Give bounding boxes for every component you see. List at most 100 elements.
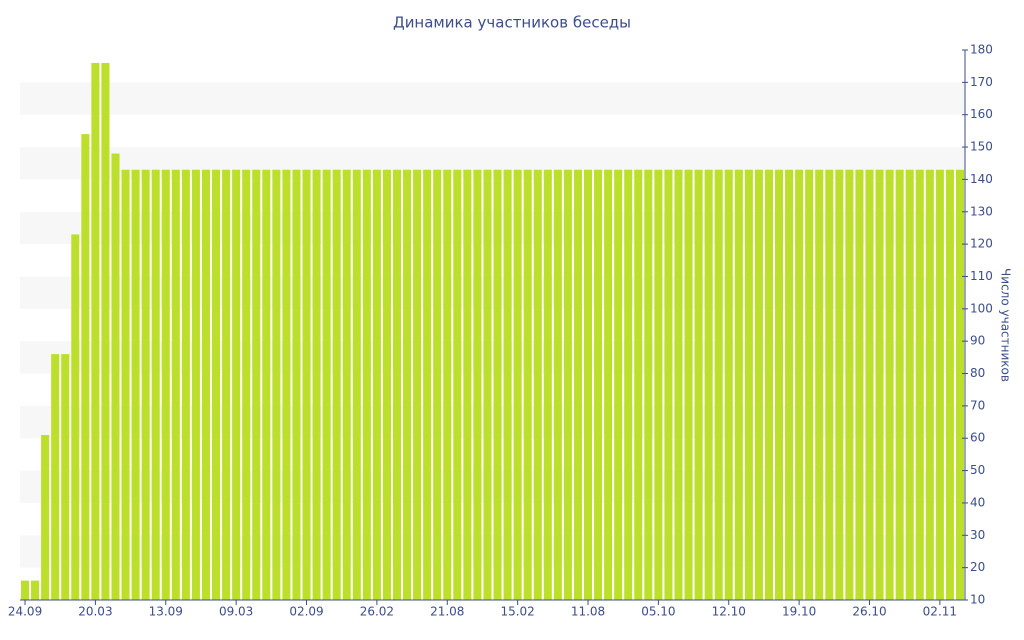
bar: [91, 62, 100, 601]
y-tick-label: 40: [970, 495, 985, 509]
bar: [171, 169, 180, 601]
bar: [121, 169, 130, 601]
bar: [352, 169, 361, 601]
bar: [493, 169, 502, 601]
bar: [443, 169, 452, 601]
bar: [845, 169, 854, 601]
bar: [252, 169, 261, 601]
x-tick-label: 13.09: [149, 605, 183, 619]
bar: [262, 169, 271, 601]
bar: [413, 169, 422, 601]
bar: [684, 169, 693, 601]
bar: [573, 169, 582, 601]
bar: [523, 169, 532, 601]
x-tick-label: 02.09: [289, 605, 323, 619]
bar: [181, 169, 190, 601]
y-tick-label: 50: [970, 463, 985, 477]
bar: [382, 169, 391, 601]
bar: [362, 169, 371, 601]
bar: [392, 169, 402, 601]
bar: [915, 169, 924, 601]
bar: [945, 169, 954, 601]
bar: [583, 169, 593, 601]
bar: [131, 169, 140, 601]
bar: [222, 169, 231, 601]
bar: [553, 169, 562, 601]
y-tick-label: 80: [970, 366, 985, 380]
x-tick-label: 12.10: [712, 605, 746, 619]
y-tick-label: 160: [970, 107, 993, 121]
y-tick-label: 120: [970, 237, 993, 251]
bar: [503, 169, 512, 601]
y-tick-label: 130: [970, 204, 993, 218]
bar: [604, 169, 613, 601]
bar: [191, 169, 200, 601]
x-tick-label: 26.02: [360, 605, 394, 619]
y-tick-label: 150: [970, 140, 993, 154]
bar: [594, 169, 603, 601]
y-tick-label: 180: [970, 43, 993, 57]
bar: [875, 169, 884, 601]
bar: [51, 354, 60, 600]
bar: [935, 169, 944, 601]
bar: [644, 169, 653, 601]
bar: [895, 169, 904, 601]
x-tick-label: 09.03: [219, 605, 253, 619]
bar: [282, 169, 291, 601]
bar: [634, 169, 643, 601]
y-tick-label: 100: [970, 301, 993, 315]
bar: [785, 169, 794, 601]
y-tick-label: 110: [970, 269, 993, 283]
bar: [865, 169, 874, 601]
y-tick-label: 90: [970, 334, 985, 348]
bar: [483, 169, 492, 601]
bar: [71, 234, 80, 601]
bar: [774, 169, 784, 601]
bar: [201, 169, 211, 601]
x-tick-label: 15.02: [500, 605, 534, 619]
y-tick-label: 60: [970, 431, 985, 445]
bar: [724, 169, 733, 601]
bar: [624, 169, 633, 601]
bar: [423, 169, 432, 601]
bar: [905, 169, 914, 601]
x-tick-label: 24.09: [8, 605, 42, 619]
bar: [242, 169, 251, 601]
chart-title: Динамика участников беседы: [393, 14, 631, 32]
bar: [61, 354, 70, 600]
bar: [815, 169, 824, 601]
bar: [41, 435, 50, 600]
bar: [744, 169, 753, 601]
x-tick-label: 21.08: [430, 605, 464, 619]
bar: [21, 580, 30, 600]
bar: [292, 169, 301, 601]
bar: [543, 169, 552, 601]
bar: [403, 169, 412, 601]
bar: [714, 169, 723, 601]
y-axis-label: Число участников: [999, 268, 1013, 382]
bar: [664, 169, 673, 601]
bar: [885, 169, 894, 601]
bar: [855, 169, 864, 601]
bar: [101, 62, 110, 601]
bar: [563, 169, 572, 601]
bar: [111, 153, 120, 600]
bar: [473, 169, 482, 601]
bar: [141, 169, 150, 601]
bar: [463, 169, 472, 601]
y-tick-label: 10: [970, 593, 985, 607]
bar: [704, 169, 713, 601]
bar: [161, 169, 170, 601]
y-tick-label: 140: [970, 172, 993, 186]
x-tick-label: 02.11: [923, 605, 957, 619]
bar: [212, 169, 221, 601]
bar: [151, 169, 160, 601]
bar: [795, 169, 804, 601]
bar: [533, 169, 542, 601]
bar: [272, 169, 281, 601]
y-tick-label: 30: [970, 528, 985, 542]
bar: [694, 169, 703, 601]
bar: [734, 169, 743, 601]
bar: [81, 134, 90, 600]
bar: [232, 169, 241, 601]
